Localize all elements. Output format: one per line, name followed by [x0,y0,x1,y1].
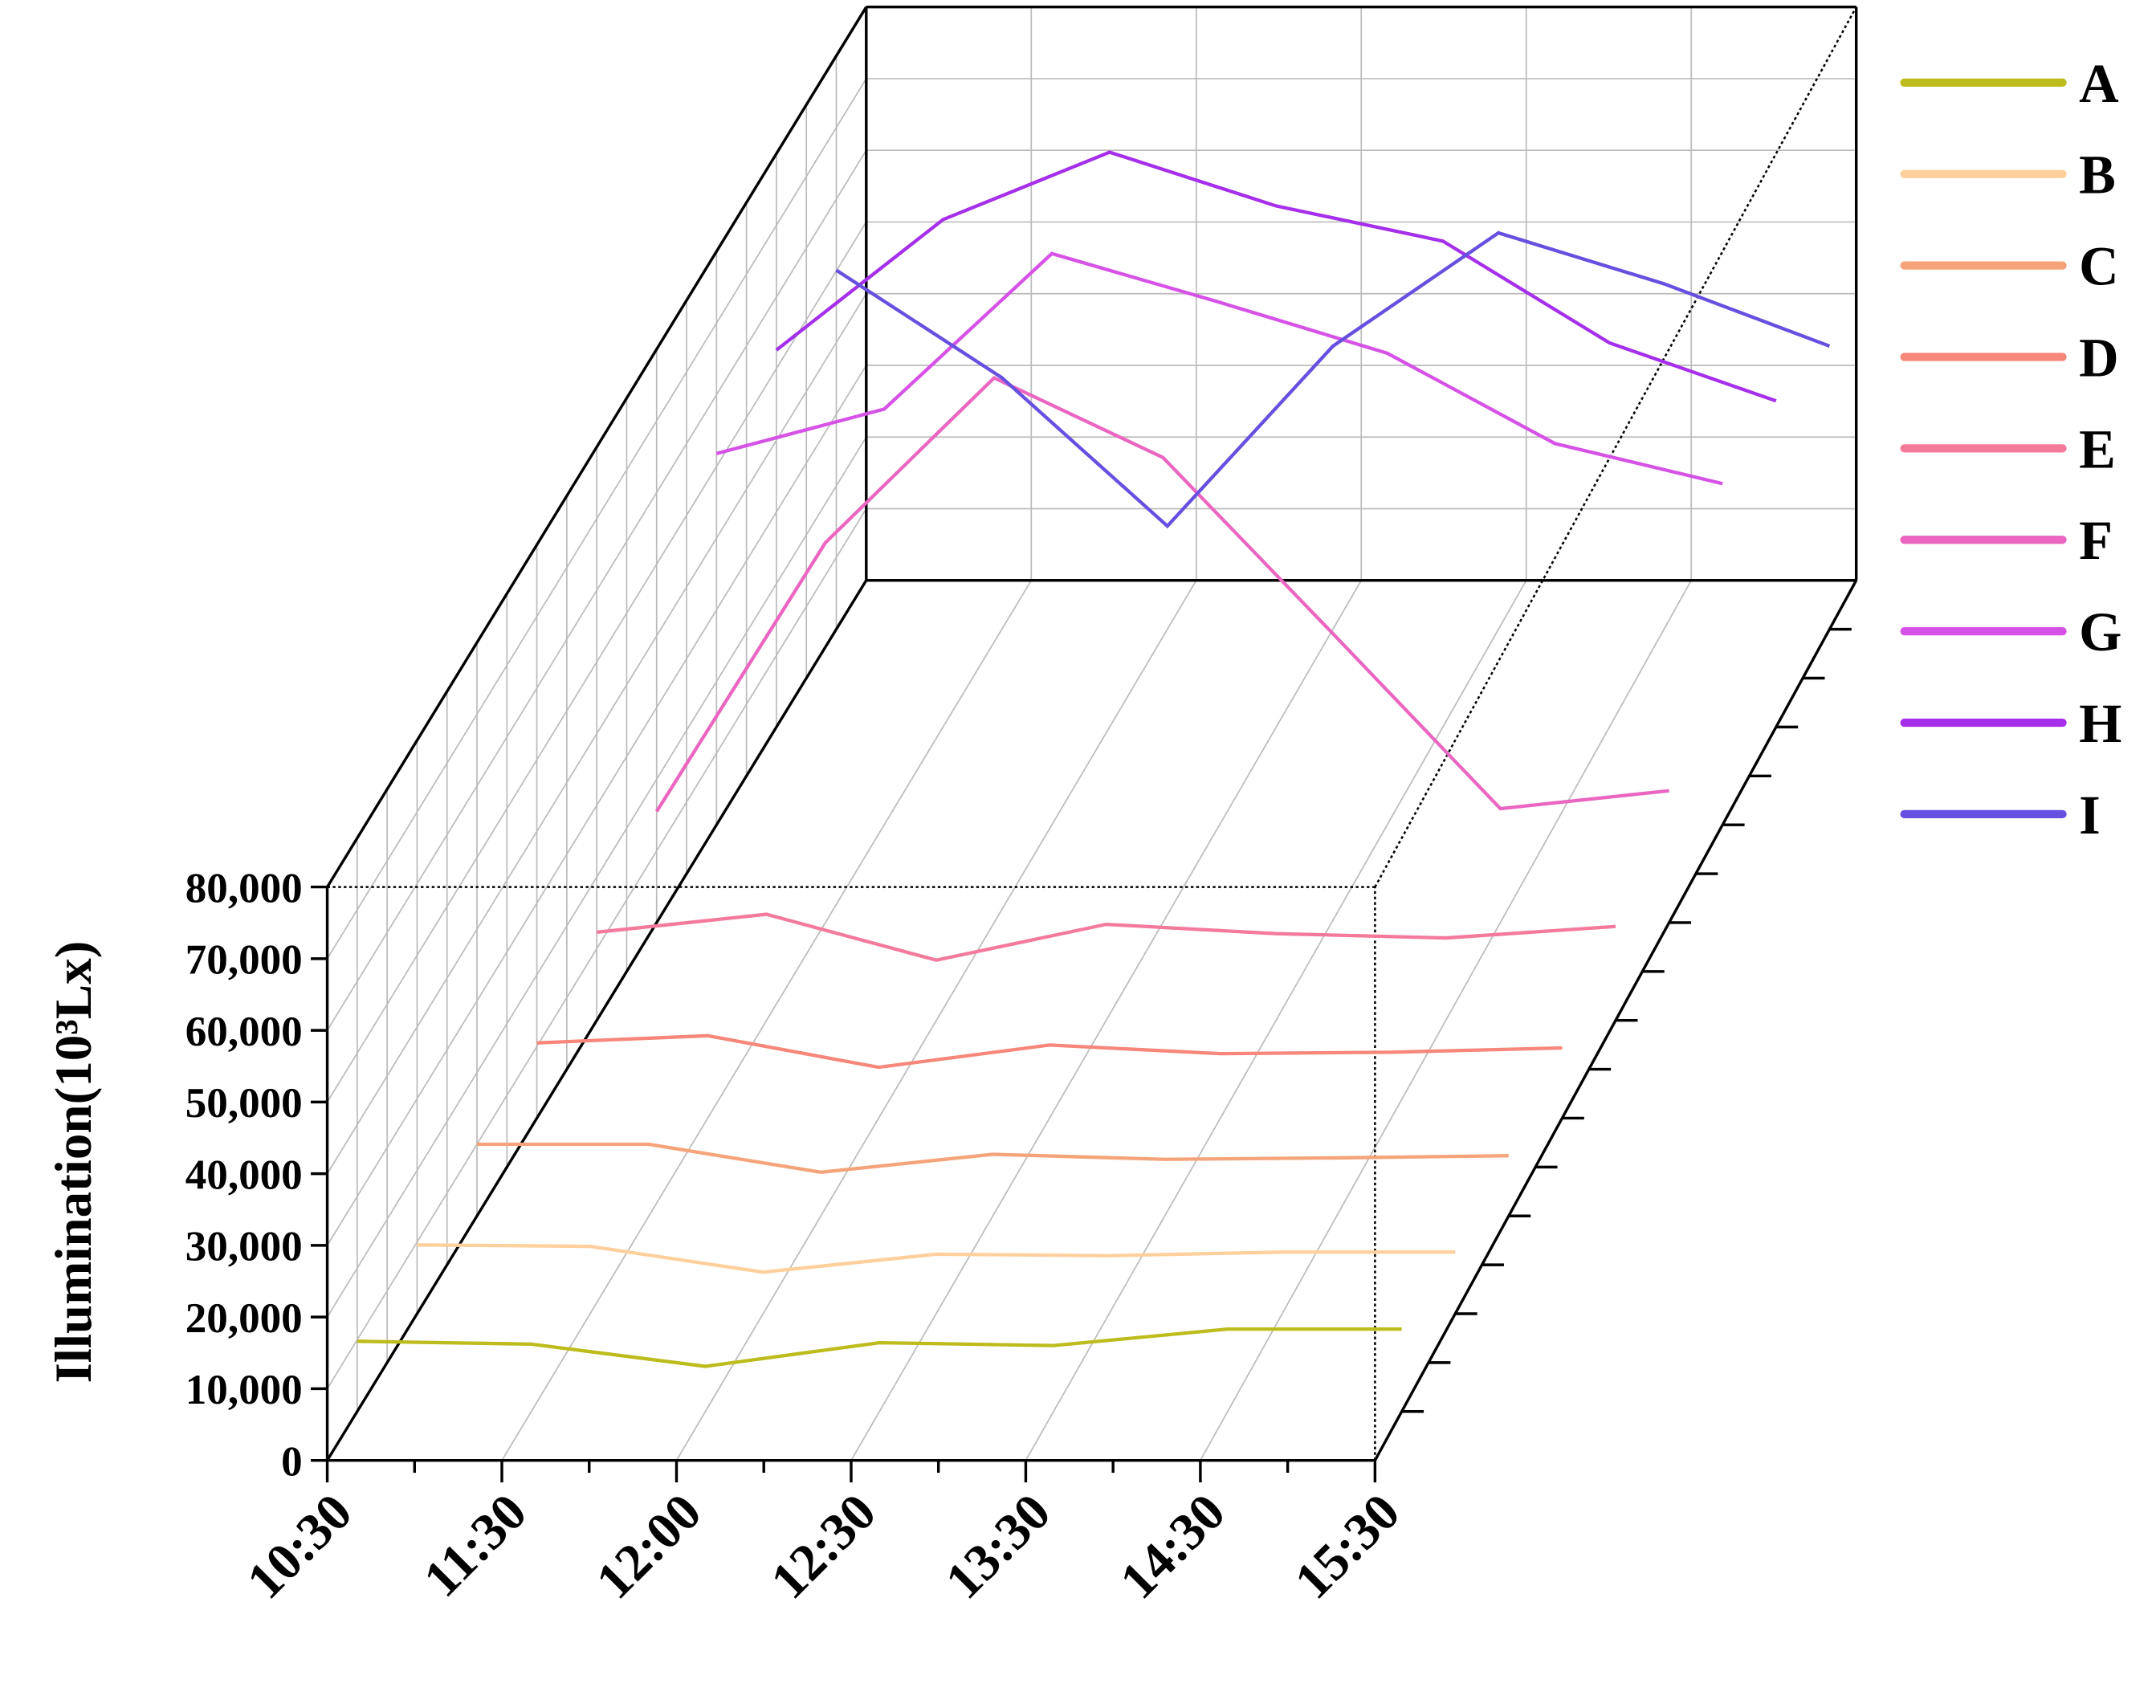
x-tick-label: 14:30 [1110,1483,1237,1610]
legend-label: A [2079,53,2118,114]
legend-label: D [2079,327,2118,388]
series-line [417,1243,1456,1274]
y-tick-label: 0 [281,1438,303,1485]
y-tick-label: 80,000 [185,865,303,911]
x-tick-label: 15:30 [1284,1483,1411,1610]
legend-label: I [2079,785,2101,846]
x-tick-label: 13:30 [935,1483,1062,1610]
series-line [596,912,1616,962]
axis-line [326,6,868,888]
series-line [835,230,1831,529]
y-tick-label: 50,000 [185,1080,303,1127]
y-tick-label: 40,000 [185,1152,303,1198]
series-line [775,150,1777,403]
floor-grid-line [850,580,1362,1461]
y-tick-label: 60,000 [185,1009,303,1055]
box-edge [1374,6,1857,888]
y-tick-label: 70,000 [185,937,303,984]
legend-label: E [2079,418,2116,479]
legend-label: F [2079,510,2113,571]
y-tick-label: 20,000 [185,1295,303,1342]
y-tick-label: 30,000 [185,1224,303,1270]
x-tick-label: 11:30 [413,1483,538,1608]
series-line [654,376,1669,813]
x-tick-label: 10:30 [236,1483,363,1610]
floor-grid-line [675,580,1197,1461]
legend-label: B [2079,145,2116,206]
floor-grid-line [501,580,1033,1461]
series-line [536,1033,1563,1070]
y-tick-label: 10,000 [185,1367,303,1413]
x-tick-label: 12:00 [585,1483,712,1610]
series-line [477,1142,1509,1174]
floor-grid-line [1025,580,1527,1461]
floor-grid-line [1200,580,1692,1461]
series-line [357,1327,1402,1368]
x-tick-label: 12:30 [760,1483,887,1610]
series-line [715,251,1723,486]
legend-label: G [2079,601,2121,662]
legend-label: C [2079,236,2118,297]
y-axis-label: Illumination(10³Lx) [45,941,103,1384]
legend-label: H [2079,693,2121,754]
axis-line [326,579,868,1461]
